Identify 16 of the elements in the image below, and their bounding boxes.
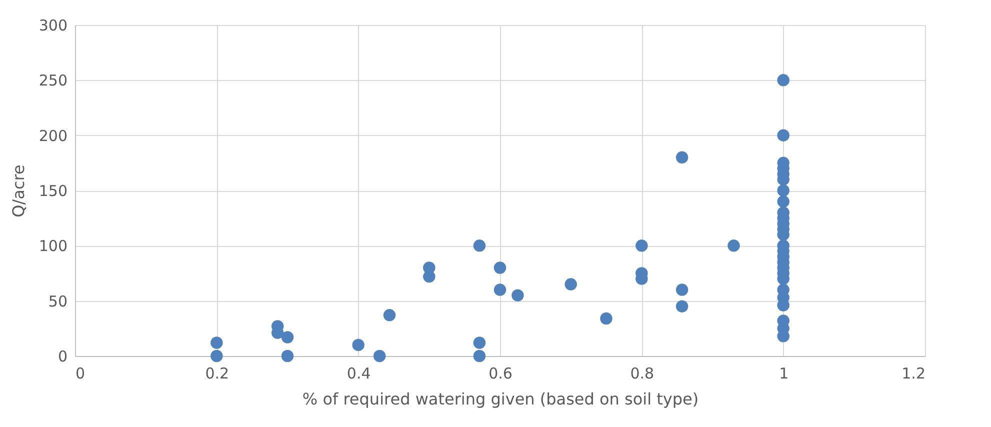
x-tick-label: 1.2 (902, 364, 926, 382)
x-tick-label: 0.6 (488, 364, 512, 382)
x-tick-label: 0 (76, 364, 86, 382)
x-tick-label: 0.8 (630, 364, 654, 382)
y-axis-title: Q/acre (8, 164, 28, 218)
y-tick-label: 0 (58, 348, 68, 366)
y-tick-label: 100 (38, 237, 68, 256)
y-tick-label: 150 (38, 182, 68, 200)
y-tick-label: 200 (38, 126, 68, 145)
y-tick-label: 300 (38, 16, 68, 34)
x-axis-title: % of required watering given (based on soil type) (302, 390, 699, 408)
y-tick-label: 250 (38, 72, 68, 90)
x-tick-label: 0.2 (205, 364, 230, 382)
x-tick-label: 1 (779, 364, 789, 382)
y-tick-label: 50 (48, 292, 68, 310)
x-tick-label: 0.4 (346, 364, 371, 382)
